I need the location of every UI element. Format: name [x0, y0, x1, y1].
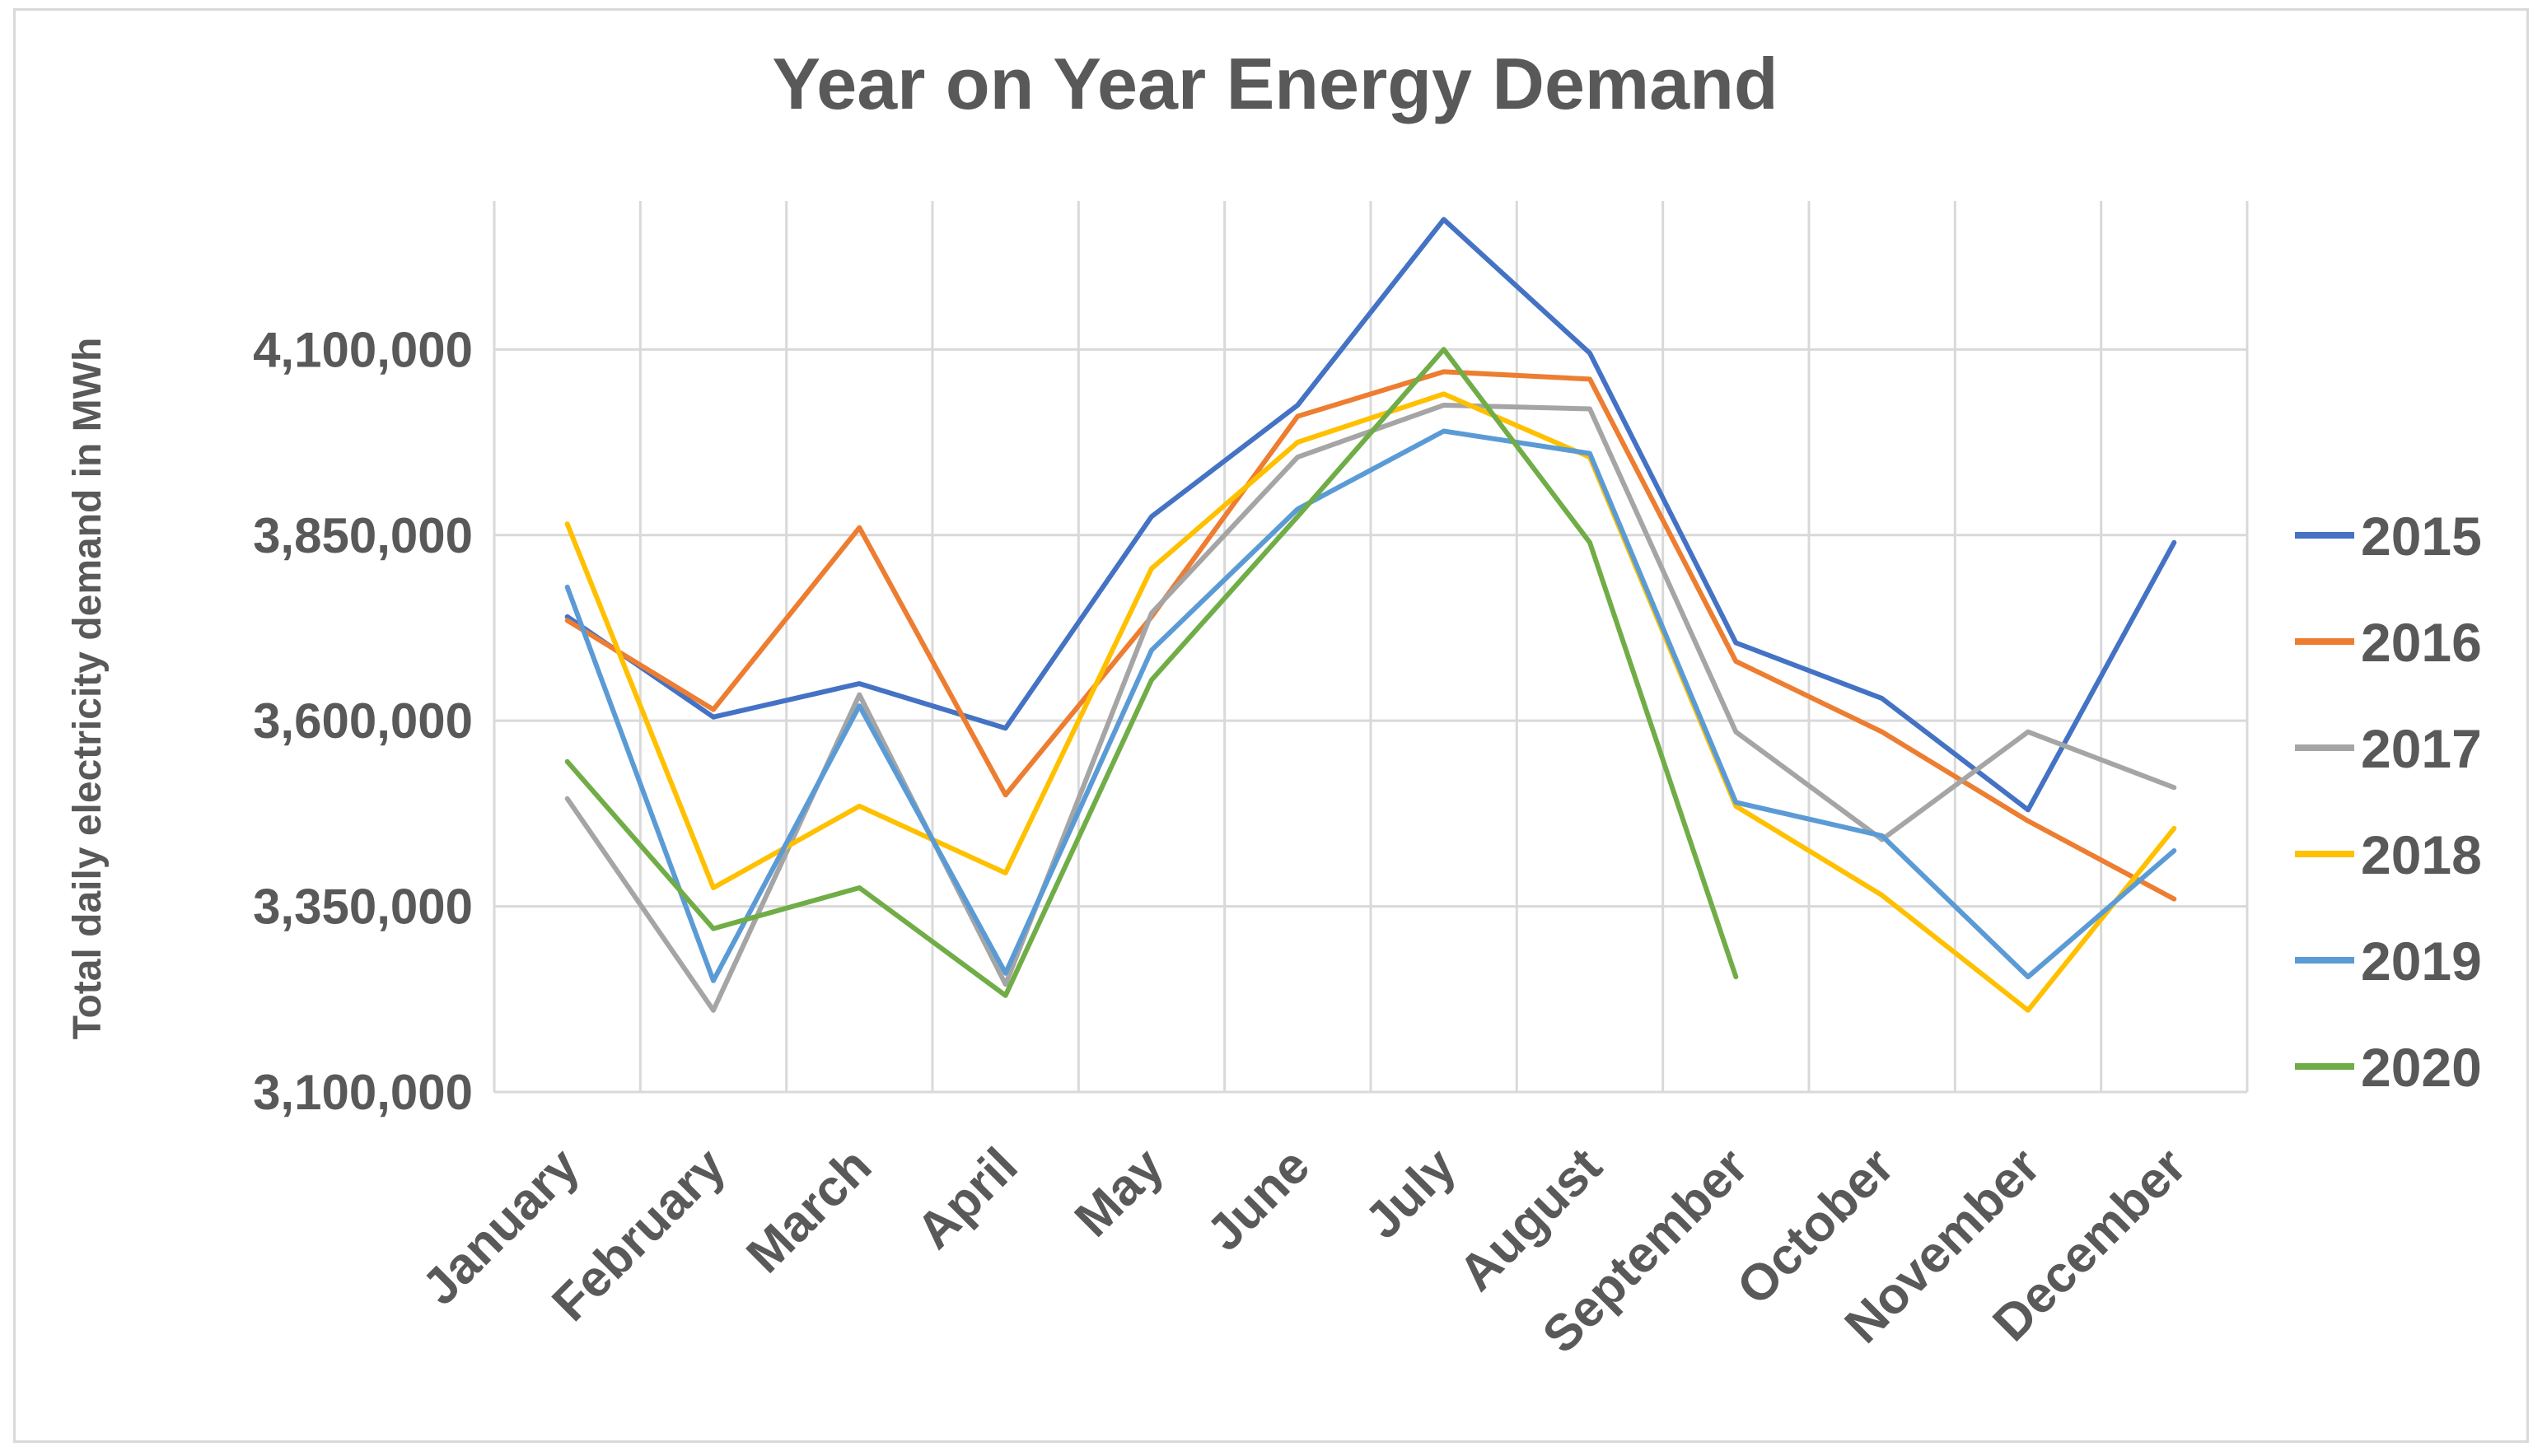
series-line-2019: [564, 428, 2177, 983]
y-tick-label: 3,350,000: [253, 880, 473, 935]
legend: 2015 2016 2017 2018 2019 2020: [2295, 506, 2482, 1098]
x-tick-label: July: [1354, 1137, 1467, 1250]
x-tick-label: May: [1064, 1137, 1175, 1248]
y-axis-label: Total daily electricity demand in MWh: [66, 338, 110, 1040]
chart-frame: [13, 8, 2529, 1443]
legend-label-2018: 2018: [2361, 824, 2482, 885]
x-tick-label: June: [1196, 1137, 1320, 1262]
chart-title: Year on Year Energy Demand: [772, 43, 1778, 124]
x-tick-label: March: [736, 1137, 882, 1284]
y-tick-label: 3,100,000: [253, 1065, 473, 1120]
series-line-2016: [564, 369, 2177, 902]
x-tick-label: April: [906, 1137, 1029, 1260]
horizontal-gridlines: [494, 348, 2247, 1094]
vertical-gridlines: [493, 201, 2249, 1092]
y-tick-label: 3,600,000: [253, 693, 473, 749]
series-line-2015: [564, 217, 2177, 813]
legend-label-2019: 2019: [2361, 931, 2482, 992]
y-tick-label: 4,100,000: [253, 322, 473, 377]
legend-label-2015: 2015: [2361, 506, 2482, 567]
legend-label-2016: 2016: [2361, 612, 2482, 673]
series-line-2018: [564, 391, 2177, 1013]
y-axis-ticks: 3,100,000 3,350,000 3,600,000 3,850,000 4,10…: [253, 322, 473, 1120]
y-tick-label: 3,850,000: [253, 508, 473, 563]
series-lines: [564, 217, 2177, 1013]
legend-label-2020: 2020: [2361, 1037, 2482, 1098]
legend-label-2017: 2017: [2361, 718, 2482, 779]
series-line-2020: [564, 347, 1739, 998]
